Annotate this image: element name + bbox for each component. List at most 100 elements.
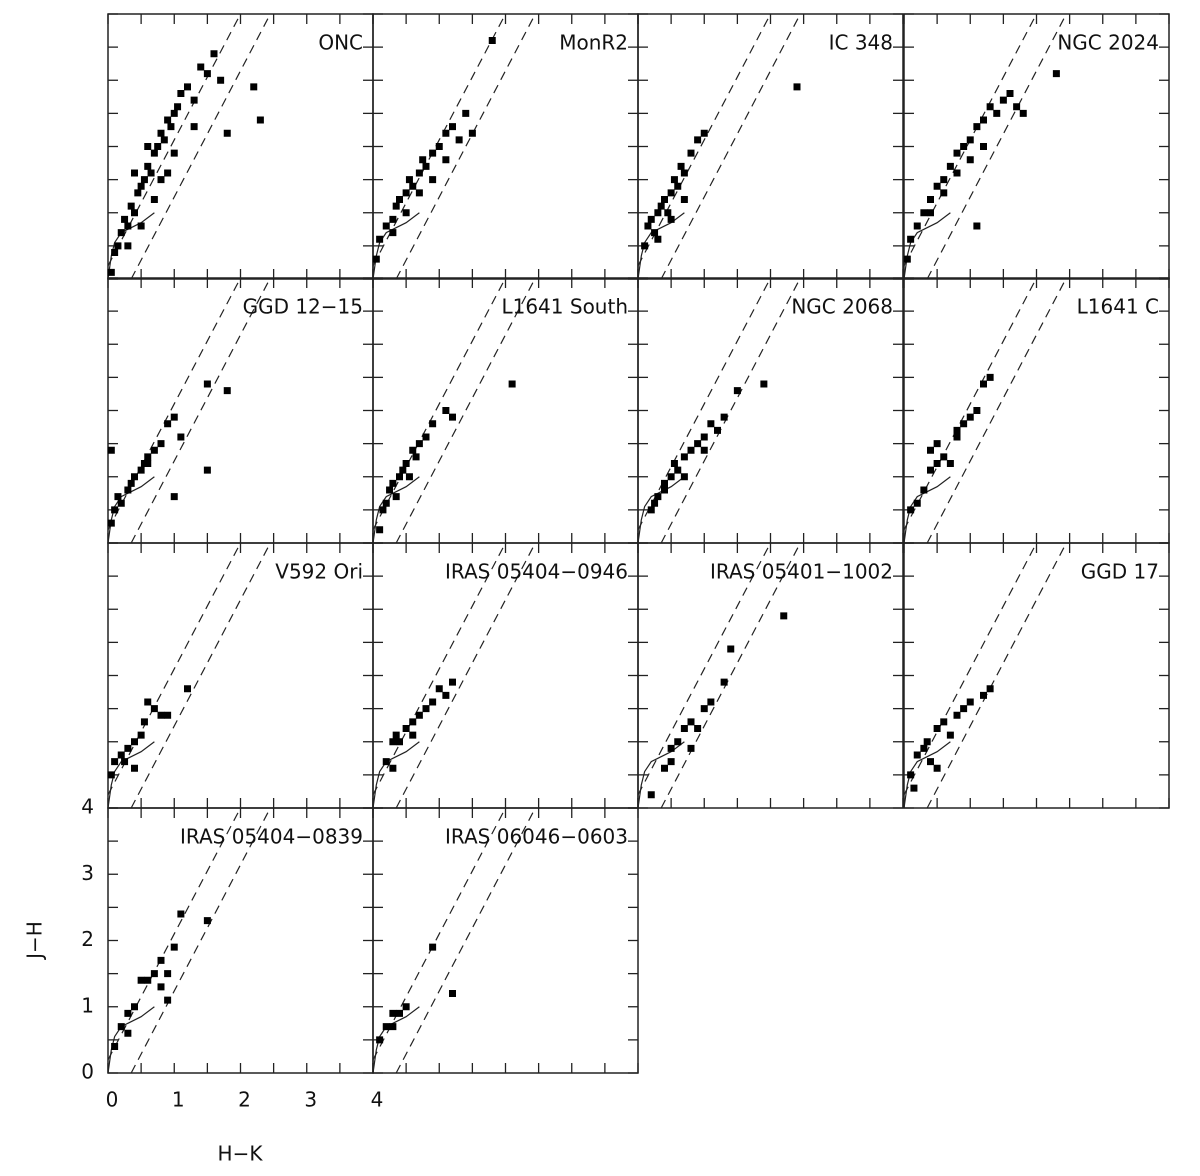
reddening-line (372, 13, 507, 267)
panel-title: GGD 12−15 (243, 295, 363, 319)
reddening-line (372, 807, 507, 1061)
data-point (121, 215, 129, 223)
data-point (907, 506, 915, 514)
data-point (700, 446, 708, 454)
data-point (687, 446, 695, 454)
data-point (694, 725, 702, 732)
y-tick-label: 4 (81, 795, 94, 819)
data-point (986, 373, 994, 381)
data-point (124, 222, 132, 230)
data-point (157, 129, 165, 137)
data-point (966, 156, 974, 164)
data-point (382, 222, 390, 230)
data-point (150, 196, 158, 203)
data-point (137, 222, 145, 230)
data-point (174, 103, 182, 111)
data-point (647, 791, 655, 799)
data-point (680, 453, 688, 461)
reddening-line (926, 13, 1067, 280)
reddening-line (395, 542, 536, 809)
data-point (651, 229, 659, 237)
data-point (124, 486, 132, 494)
panel-title: IRAS 05401−1002 (710, 560, 893, 584)
data-point (680, 169, 688, 177)
data-point (429, 176, 437, 184)
data-point (661, 479, 668, 487)
data-point (405, 176, 413, 184)
data-point (429, 943, 437, 951)
reddening-line (926, 542, 1067, 809)
data-point (644, 222, 652, 230)
data-point (714, 426, 721, 434)
reddening-line (372, 277, 507, 531)
panel: NGC 2024 (903, 13, 1170, 280)
data-point (429, 149, 437, 157)
data-point (389, 764, 397, 772)
data-point (920, 209, 928, 217)
data-point (680, 725, 688, 732)
panel: IRAS 05404−0946 (372, 542, 639, 809)
data-point (442, 407, 450, 414)
data-point (986, 103, 994, 111)
data-point (111, 1043, 119, 1050)
data-point (667, 189, 675, 197)
data-point (405, 473, 413, 481)
data-point (707, 420, 715, 428)
data-point (933, 764, 941, 772)
data-point (927, 758, 934, 766)
data-point (392, 731, 400, 739)
data-point (392, 202, 400, 210)
panel-title: NGC 2024 (1057, 31, 1159, 55)
data-point (121, 758, 129, 766)
data-point (940, 189, 948, 197)
data-point (927, 446, 934, 454)
data-point (415, 440, 423, 448)
data-point (402, 209, 410, 217)
data-point (170, 493, 178, 501)
data-point (1019, 109, 1027, 117)
data-point (382, 1023, 390, 1031)
data-point (389, 215, 397, 223)
data-point (940, 453, 948, 461)
data-point (670, 176, 678, 184)
data-point (966, 413, 974, 421)
data-point (124, 1009, 132, 1017)
data-point (396, 1009, 403, 1017)
data-point (167, 123, 175, 131)
data-point (170, 943, 178, 951)
panel: L1641 South (372, 277, 639, 544)
data-point (654, 235, 662, 243)
data-point (144, 143, 152, 150)
data-point (127, 479, 135, 487)
data-point (661, 764, 668, 772)
data-point (927, 466, 934, 474)
data-point (953, 149, 961, 157)
data-point (933, 725, 941, 732)
data-point (927, 196, 934, 203)
panel: NGC 2068 (637, 277, 904, 544)
data-point (933, 440, 941, 448)
reddening-line (372, 542, 507, 796)
data-point (727, 645, 735, 653)
panel-title: IRAS 06046−0603 (445, 825, 628, 849)
data-point (409, 731, 417, 739)
panel: GGD 12−15 (107, 277, 374, 544)
data-point (409, 718, 417, 726)
data-point (946, 731, 954, 739)
data-point (422, 433, 430, 441)
data-point (137, 976, 145, 984)
data-point (760, 380, 768, 388)
data-point (927, 209, 934, 217)
locus-curve (637, 476, 685, 544)
data-point (903, 255, 911, 263)
data-point (415, 169, 423, 177)
panel-title: NGC 2068 (791, 295, 893, 319)
data-point (953, 711, 961, 719)
data-point (190, 123, 198, 131)
data-point (402, 1003, 410, 1011)
data-point (920, 486, 928, 494)
data-point (973, 407, 981, 414)
data-point (389, 1009, 397, 1017)
data-point (144, 162, 152, 170)
data-point (940, 718, 948, 726)
